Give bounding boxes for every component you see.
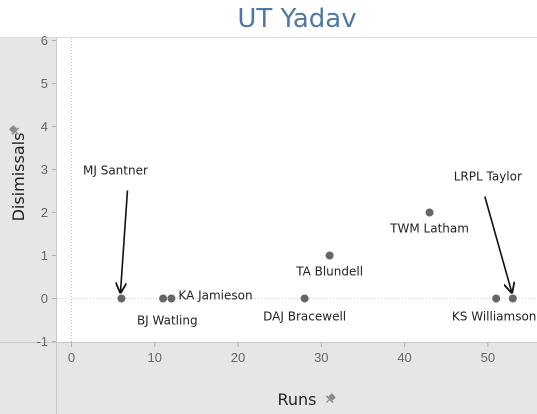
header-divider xyxy=(0,37,537,38)
zero-reference-lines xyxy=(57,38,537,342)
point-label: TWM Latham xyxy=(389,222,469,236)
y-tick-label: 3 xyxy=(41,162,48,177)
x-tick-label: 10 xyxy=(148,350,162,365)
x-axis-pin-icon[interactable] xyxy=(323,392,337,406)
y-tick-label: -1 xyxy=(36,334,48,349)
y-tick-label: 2 xyxy=(41,205,48,220)
point-label: MJ Santner xyxy=(83,164,148,178)
x-axis-ticks: 0 10 20 30 40 50 xyxy=(68,342,495,365)
data-point[interactable] xyxy=(167,294,176,303)
chart-title: UT Yadav xyxy=(237,4,357,34)
point-label: BJ Watling xyxy=(137,314,198,328)
point-label: LRPL Taylor xyxy=(454,170,522,184)
plot-area[interactable] xyxy=(57,38,537,342)
x-tick-label: 30 xyxy=(314,350,328,365)
point-labels: MJ Santner BJ Watling KA Jamieson DAJ Brace… xyxy=(83,164,536,328)
point-label: KA Jamieson xyxy=(178,289,252,303)
data-point[interactable] xyxy=(117,294,126,303)
annotation-arrows xyxy=(120,190,512,293)
data-point[interactable] xyxy=(300,294,309,303)
x-axis-divider xyxy=(0,342,537,343)
point-label: TA Blundell xyxy=(295,265,363,279)
y-tick-label: 5 xyxy=(41,76,48,91)
y-tick-label: 0 xyxy=(41,291,48,306)
data-point[interactable] xyxy=(325,251,334,260)
annotation-arrow xyxy=(484,196,512,293)
annotation-arrow xyxy=(120,190,129,293)
x-tick-label: 0 xyxy=(68,350,75,365)
y-axis-pin-icon[interactable] xyxy=(8,124,22,138)
data-points xyxy=(117,208,517,303)
x-axis-band xyxy=(0,342,537,414)
x-axis-title: Runs xyxy=(277,390,316,409)
x-tick-label: 20 xyxy=(231,350,245,365)
y-tick-label: 1 xyxy=(41,248,48,263)
point-label: KS Williamson xyxy=(452,310,536,324)
x-tick-label: 50 xyxy=(481,350,495,365)
data-point[interactable] xyxy=(508,294,517,303)
y-axis-ticks: -1 0 1 2 3 4 5 6 xyxy=(36,33,56,349)
data-point[interactable] xyxy=(492,294,501,303)
data-point[interactable] xyxy=(159,294,168,303)
data-point[interactable] xyxy=(425,208,434,217)
x-tick-label: 40 xyxy=(397,350,411,365)
y-tick-label: 6 xyxy=(41,33,48,48)
point-label: DAJ Bracewell xyxy=(263,310,346,324)
y-axis-divider xyxy=(56,38,57,414)
y-tick-label: 4 xyxy=(41,119,48,134)
y-axis-title: Disimissals xyxy=(9,133,28,222)
